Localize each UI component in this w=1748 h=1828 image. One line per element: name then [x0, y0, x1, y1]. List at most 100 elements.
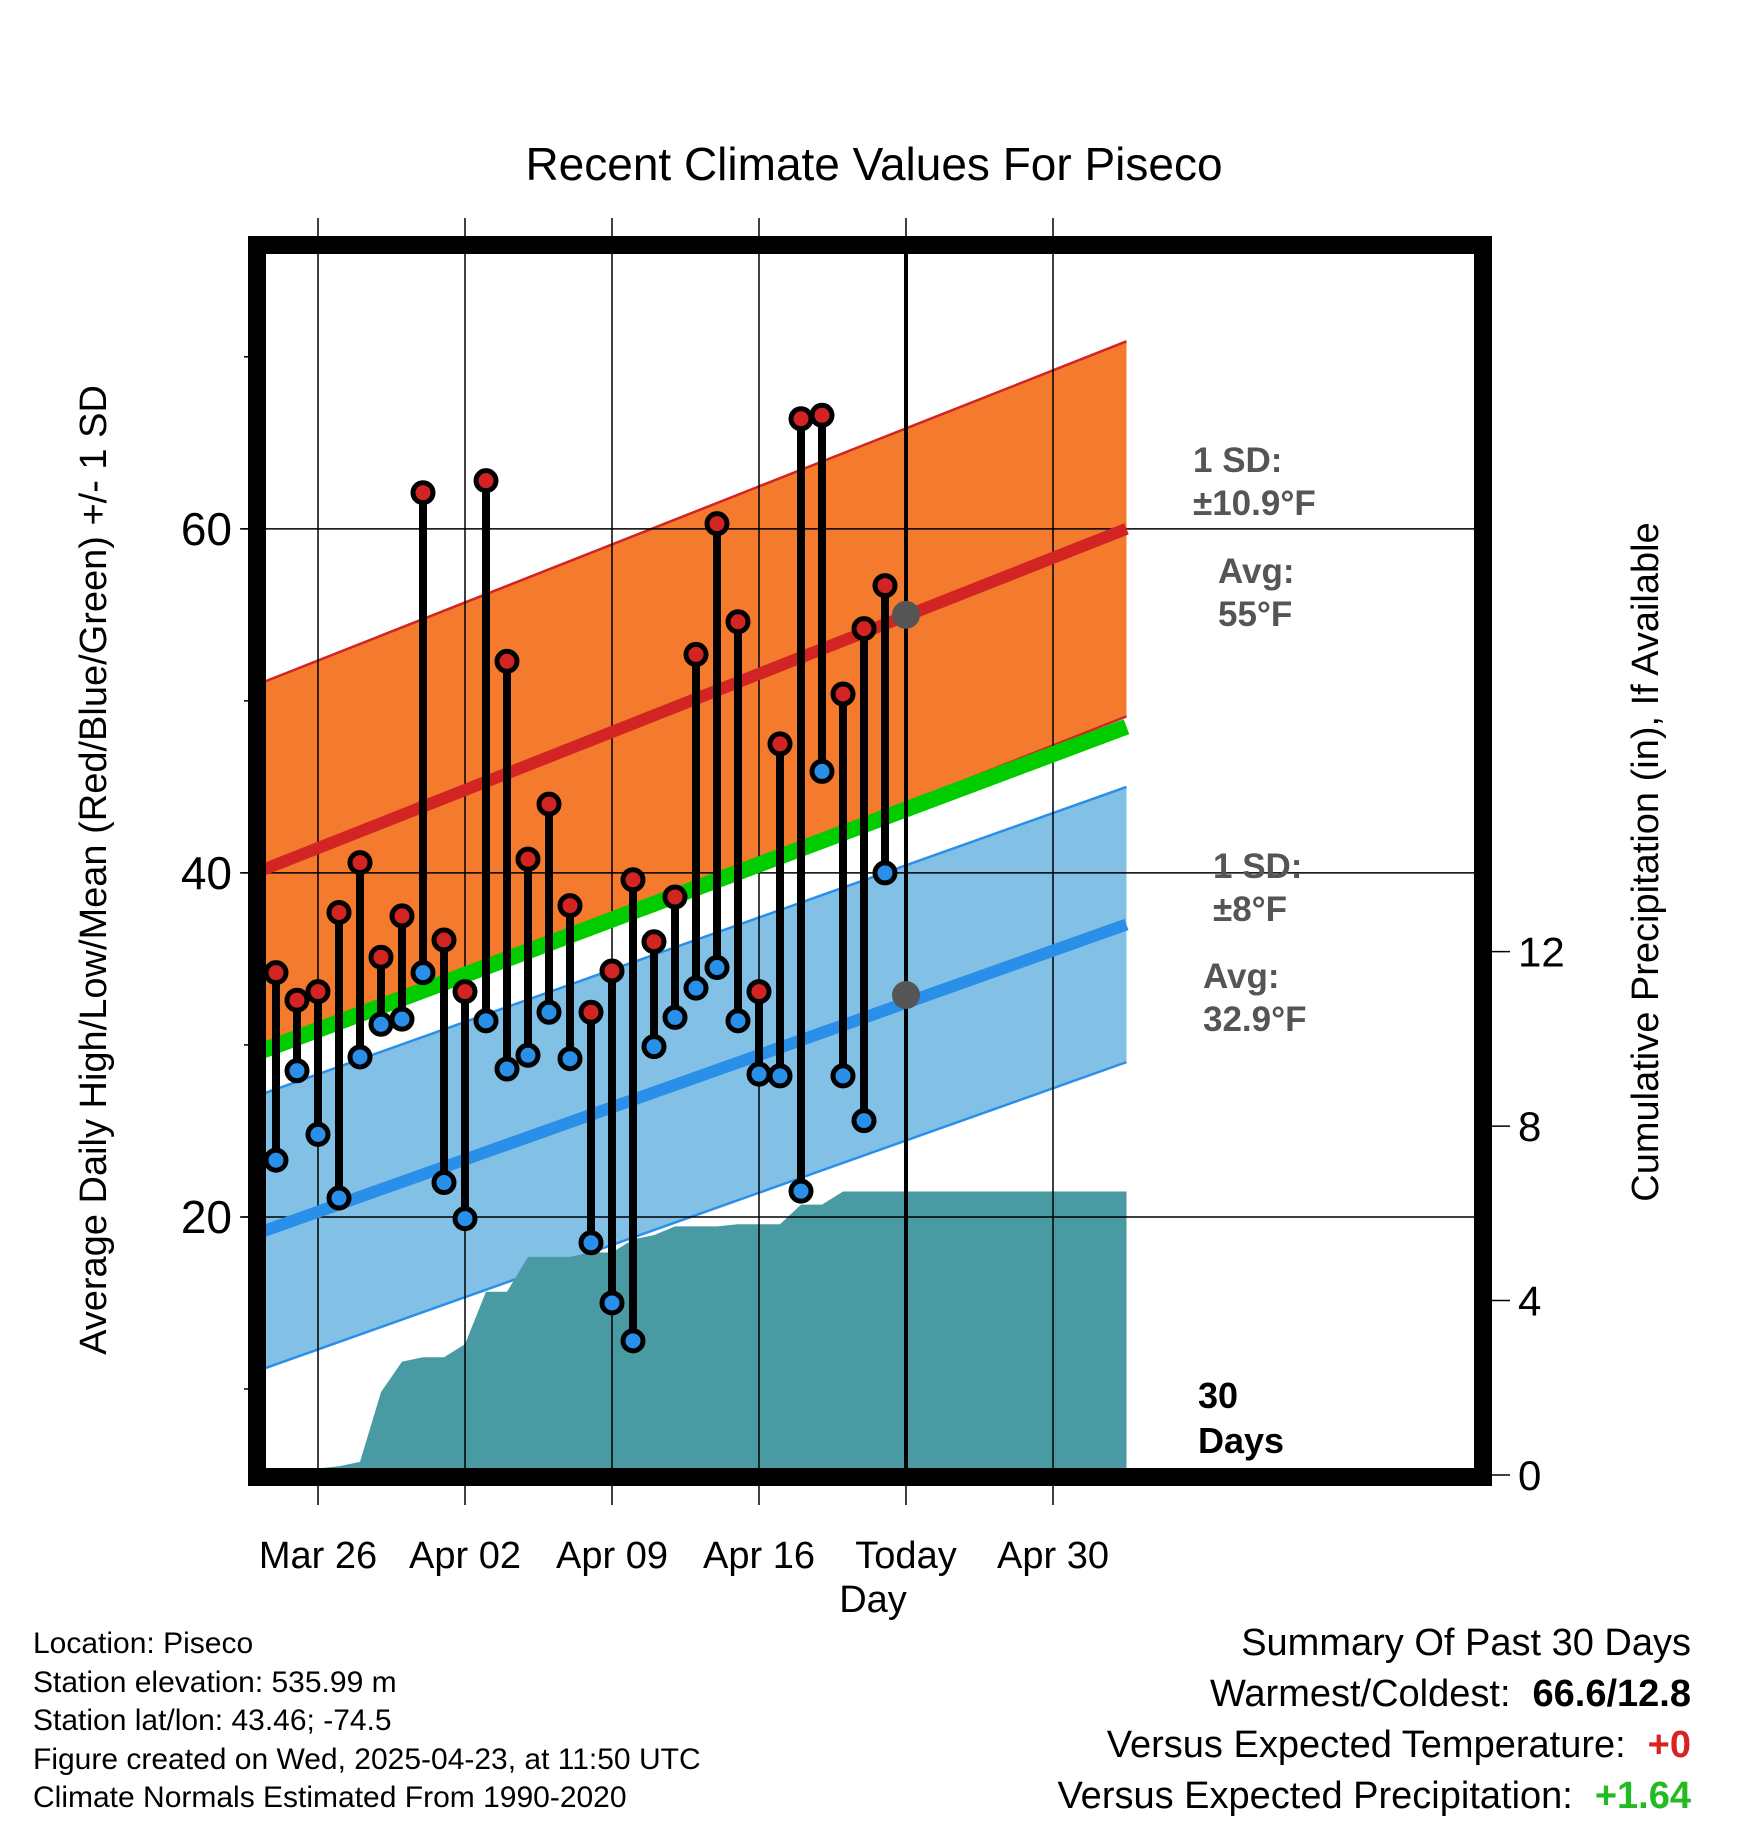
daily-low-point	[767, 1063, 793, 1089]
high-band-upper-edge	[254, 340, 1127, 687]
x-tick-label: Apr 16	[703, 1535, 815, 1577]
climate-chart: Recent Climate Values For Piseco 1 SD: ±1…	[73, 138, 1667, 1620]
daily-low-point	[662, 1004, 688, 1030]
low-band-upper-edge	[254, 785, 1127, 1098]
daily-marks	[263, 402, 898, 1354]
x-tick-label: Mar 26	[259, 1535, 377, 1577]
daily-high-point	[725, 609, 751, 635]
daily-high-point	[347, 850, 373, 876]
daily-low-point	[326, 1185, 352, 1211]
daily-high-point	[557, 893, 583, 919]
daily-high-point	[830, 681, 856, 707]
y2-tick-label: 0	[1518, 1452, 1541, 1499]
x-tick-label: Today	[855, 1535, 956, 1577]
y2-tick-label: 4	[1518, 1278, 1541, 1325]
elevation-text: Station elevation: 535.99 m	[33, 1665, 397, 1699]
daily-low-point	[263, 1147, 289, 1173]
summary-panel: Summary Of Past 30 Days Warmest/Coldest:…	[1057, 1618, 1691, 1822]
latlon-text: Station lat/lon: 43.46; -74.5	[33, 1704, 392, 1737]
y-axis-title: Average Daily High/Low/Mean (Red/Blue/Gr…	[73, 385, 115, 1355]
precipitation-area	[265, 1191, 1127, 1475]
daily-high-point	[410, 480, 436, 506]
y2-tick-label: 12	[1518, 929, 1565, 976]
daily-low-point	[410, 960, 436, 986]
daily-high-point	[389, 903, 415, 929]
low-sd-value: ±8°F	[1213, 890, 1287, 929]
daily-high-point	[368, 944, 394, 970]
daily-low-point	[809, 758, 835, 784]
daily-low-point	[704, 955, 730, 981]
daily-high-point	[620, 867, 646, 893]
daily-low-point	[284, 1058, 310, 1084]
daily-low-point	[389, 1006, 415, 1032]
daily-high-point	[431, 927, 457, 953]
daily-low-point	[641, 1034, 667, 1060]
daily-low-point	[872, 860, 898, 886]
daily-low-point	[494, 1056, 520, 1082]
daily-low-point	[599, 1290, 625, 1316]
daily-high-point	[746, 979, 772, 1005]
axes: 20 40 60 0 4 8 12 Mar 26 Apr 02 Apr 09 Apr 16 Today…	[73, 236, 1667, 1620]
daily-low-point	[830, 1063, 856, 1089]
daily-high-point	[788, 406, 814, 432]
precip-vs-expected-label: Versus Expected Precipitation:	[1057, 1775, 1573, 1817]
x-axis-title: Day	[839, 1579, 907, 1620]
daily-high-point	[536, 791, 562, 817]
daily-low-point	[557, 1046, 583, 1072]
daily-high-point	[305, 979, 331, 1005]
daily-high-point	[872, 573, 898, 599]
precip-vs-expected-value: +1.64	[1594, 1775, 1691, 1817]
daily-high-point	[809, 402, 835, 428]
daily-low-point	[515, 1042, 541, 1068]
temp-vs-expected-label: Versus Expected Temperature:	[1106, 1724, 1626, 1766]
daily-low-point	[788, 1178, 814, 1204]
low-normal-line	[252, 918, 1129, 1240]
x-tick-label: Apr 30	[997, 1535, 1109, 1577]
daily-low-point	[473, 1008, 499, 1034]
y-tick-label: 40	[181, 847, 232, 899]
daily-low-point	[368, 1011, 394, 1037]
warmest-coldest-value: 66.6/12.8	[1532, 1673, 1691, 1715]
daily-high-point	[641, 929, 667, 955]
daily-high-point	[452, 979, 478, 1005]
low-avg-value: 32.9°F	[1203, 1000, 1307, 1039]
daily-high-point	[767, 731, 793, 757]
high-normal-line	[252, 523, 1129, 879]
daily-high-point	[263, 960, 289, 986]
y2-axis-title: Cumulative Precipitation (in), If Availa…	[1625, 522, 1667, 1201]
plot-frame	[248, 236, 1492, 1486]
daily-high-point	[473, 468, 499, 494]
location-text: Location: Piseco	[33, 1627, 254, 1660]
daily-low-point	[305, 1121, 331, 1147]
today-high-avg-marker	[892, 600, 920, 629]
created-text: Figure created on Wed, 2025-04-23, at 11…	[33, 1742, 701, 1776]
annotations: 1 SD: ±10.9°F Avg: 55°F 1 SD: ±8°F Avg: 32.9°F 3…	[892, 441, 1316, 1461]
warmest-coldest-label: Warmest/Coldest:	[1209, 1673, 1511, 1715]
daily-high-point	[599, 958, 625, 984]
y-tick-label: 60	[181, 503, 232, 555]
low-avg-label: Avg:	[1203, 957, 1279, 996]
y2-tick-label: 8	[1518, 1103, 1541, 1150]
daily-high-point	[662, 884, 688, 910]
daily-low-point	[536, 999, 562, 1025]
normals-text: Climate Normals Estimated From 1990-2020	[33, 1781, 627, 1814]
high-sd-label: 1 SD:	[1193, 441, 1282, 480]
daily-low-point	[725, 1008, 751, 1034]
daily-high-point	[704, 511, 730, 537]
daily-low-point	[452, 1206, 478, 1232]
daily-high-point	[284, 987, 310, 1013]
days-word-label: Days	[1198, 1420, 1284, 1461]
x-tick-label: Apr 02	[409, 1535, 521, 1577]
x-tick-label: Apr 09	[556, 1535, 668, 1577]
daily-low-point	[431, 1170, 457, 1196]
daily-low-point	[683, 975, 709, 1001]
chart-title: Recent Climate Values For Piseco	[525, 138, 1222, 190]
daily-low-point	[347, 1044, 373, 1070]
precip-area	[265, 1191, 1127, 1475]
y-tick-label: 20	[181, 1191, 232, 1243]
daily-high-point	[578, 999, 604, 1025]
daily-low-point	[851, 1108, 877, 1134]
high-sd-value: ±10.9°F	[1193, 484, 1316, 523]
high-avg-label: Avg:	[1218, 552, 1294, 591]
station-info: Location: Piseco Station elevation: 535.…	[33, 1625, 701, 1818]
